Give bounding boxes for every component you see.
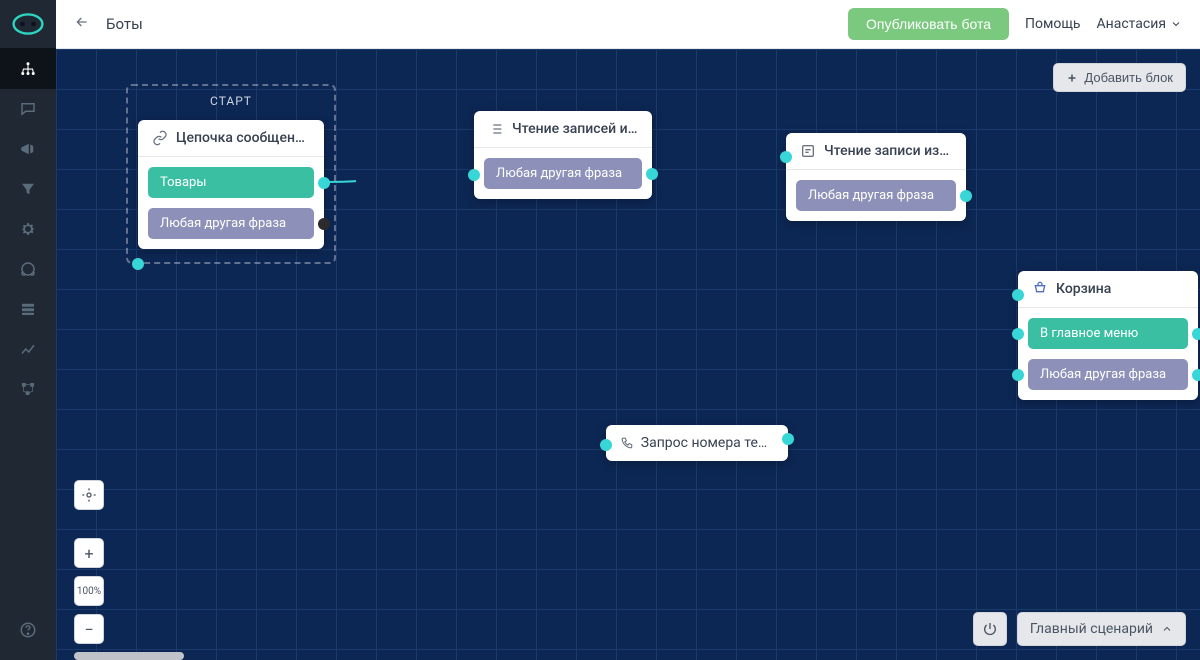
nav-list — [0, 49, 56, 409]
node-read-record[interactable]: Чтение записи из списка Любая другая фра… — [786, 133, 966, 221]
node-header: Чтение записи из списка — [786, 133, 966, 170]
publish-button[interactable]: Опубликовать бота — [848, 8, 1009, 40]
back-arrow-icon[interactable] — [74, 14, 90, 34]
port-in[interactable] — [1012, 328, 1024, 340]
nav-chat[interactable] — [0, 89, 56, 129]
bottom-bar: Главный сценарий — [973, 612, 1186, 646]
pill-any-phrase[interactable]: Любая другая фраза — [1028, 359, 1188, 390]
zoom-center-button[interactable] — [74, 480, 104, 510]
pill-any-phrase[interactable]: Любая другая фраза — [484, 158, 642, 189]
scenario-selector[interactable]: Главный сценарий — [1017, 612, 1186, 646]
node-header: Корзина — [1018, 271, 1198, 308]
nav-data[interactable] — [0, 289, 56, 329]
node-title: Корзина — [1056, 281, 1111, 297]
port-out[interactable] — [318, 218, 330, 230]
help-icon[interactable] — [0, 610, 56, 650]
record-icon — [800, 143, 816, 159]
pill-main-menu[interactable]: В главное меню — [1028, 318, 1188, 349]
port-out[interactable] — [1192, 369, 1200, 381]
scenario-label: Главный сценарий — [1030, 621, 1153, 637]
port-in[interactable] — [1012, 369, 1024, 381]
power-button[interactable] — [973, 612, 1007, 646]
zoom-out-button[interactable]: − — [74, 614, 104, 644]
breadcrumb[interactable]: Боты — [106, 15, 143, 33]
port-out[interactable] — [646, 168, 658, 180]
zoom-in-button[interactable]: + — [74, 538, 104, 568]
node-read-records[interactable]: Чтение записей из спис… Любая другая фра… — [474, 111, 652, 199]
port-out[interactable] — [318, 177, 330, 189]
nav-settings[interactable] — [0, 209, 56, 249]
main: Боты Опубликовать бота Помощь Анастасия — [56, 0, 1200, 660]
port-in[interactable] — [780, 151, 792, 163]
plus-icon — [1066, 72, 1078, 84]
nav-support[interactable] — [0, 249, 56, 289]
port-in[interactable] — [468, 169, 480, 181]
node-message-chain[interactable]: Цепочка сообщений Товары Любая другая фр… — [138, 120, 324, 249]
link-icon — [152, 130, 168, 146]
node-title: Чтение записи из списка — [824, 143, 952, 159]
port-in[interactable] — [600, 439, 612, 451]
nav-integrations[interactable] — [0, 369, 56, 409]
chevron-up-icon — [1161, 623, 1173, 635]
user-menu[interactable]: Анастасия — [1097, 16, 1182, 32]
user-name: Анастасия — [1097, 16, 1166, 32]
phone-icon — [620, 435, 633, 451]
add-block-label: Добавить блок — [1084, 70, 1173, 85]
node-header: Цепочка сообщений — [138, 120, 324, 157]
nav-flow[interactable] — [0, 49, 56, 89]
node-title: Чтение записей из спис… — [512, 121, 638, 137]
cart-icon — [1032, 281, 1048, 297]
port-out[interactable] — [1192, 328, 1200, 340]
node-phone-request[interactable]: Запрос номера телефона — [606, 425, 788, 461]
nav-filter[interactable] — [0, 169, 56, 209]
zoom-controls: + 100% − — [74, 480, 104, 644]
canvas[interactable]: Добавить блок СТАРТ Цепочка сообщений То… — [56, 49, 1200, 660]
logo[interactable] — [0, 0, 56, 49]
zoom-value[interactable]: 100% — [74, 576, 104, 606]
node-header: Чтение записей из спис… — [474, 111, 652, 148]
horizontal-scrollbar[interactable] — [74, 652, 184, 660]
port-in[interactable] — [1012, 289, 1024, 301]
add-block-button[interactable]: Добавить блок — [1053, 63, 1186, 92]
nav-broadcast[interactable] — [0, 129, 56, 169]
start-label: СТАРТ — [128, 86, 334, 114]
topbar: Боты Опубликовать бота Помощь Анастасия — [56, 0, 1200, 49]
list-icon — [488, 121, 504, 137]
pill-any-phrase[interactable]: Любая другая фраза — [796, 180, 956, 211]
chevron-down-icon — [1170, 18, 1182, 30]
pill-goods[interactable]: Товары — [148, 167, 314, 198]
port-out[interactable] — [960, 190, 972, 202]
node-title: Цепочка сообщений — [176, 130, 310, 146]
nav-analytics[interactable] — [0, 329, 56, 369]
port-in[interactable] — [132, 258, 144, 270]
node-cart[interactable]: Корзина В главное меню Любая другая фраз… — [1018, 271, 1198, 400]
sidebar — [0, 0, 56, 660]
port-out[interactable] — [782, 433, 794, 445]
pill-any-phrase[interactable]: Любая другая фраза — [148, 208, 314, 239]
node-title: Запрос номера телефона — [641, 435, 774, 451]
help-link[interactable]: Помощь — [1025, 16, 1081, 32]
